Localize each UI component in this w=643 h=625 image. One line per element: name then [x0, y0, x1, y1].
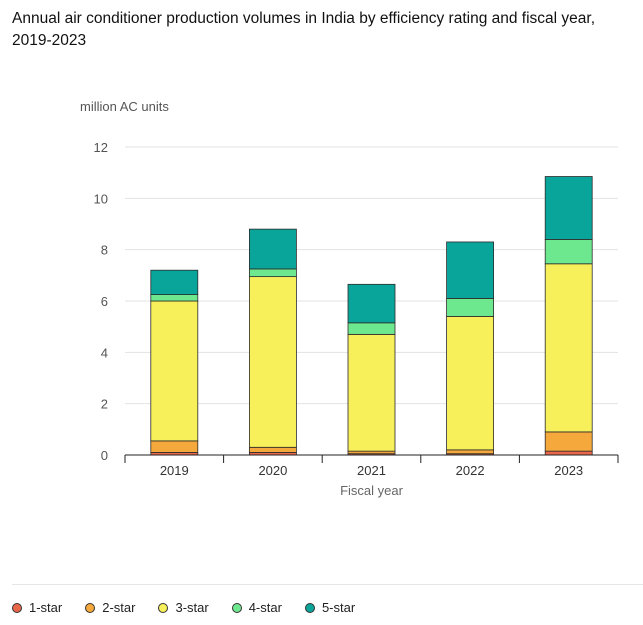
bar-2022-5-star: [446, 241, 495, 299]
bar-2020-3-star: [248, 276, 297, 448]
legend-swatch-4-star: [231, 602, 242, 613]
bar-2019-5-star: [150, 269, 199, 295]
y-tick-label-10: 10: [94, 191, 108, 206]
legend-swatch-3-star: [158, 602, 169, 613]
bar-2019-3-star: [150, 300, 199, 442]
legend-label-5-star: 5-star: [321, 600, 356, 615]
bar-2021-3-star: [347, 333, 396, 452]
x-tick-label-2019: 2019: [160, 463, 189, 478]
bar-2021-4-star: [347, 322, 396, 335]
bar-2023-2-star: [544, 431, 593, 452]
bar-2023-1-star: [544, 450, 593, 456]
legend-label-2-star: 2-star: [102, 600, 136, 615]
legend-swatch-2-star: [85, 602, 96, 613]
legend-label-3-star: 3-star: [175, 600, 209, 615]
bar-2022-4-star: [446, 298, 495, 317]
legend-item-3-star[interactable]: 3-star: [158, 600, 209, 615]
bar-2023-4-star: [544, 238, 593, 265]
legend-divider: [12, 584, 643, 585]
legend-item-2-star[interactable]: 2-star: [85, 600, 135, 615]
x-tick-label-2021: 2021: [357, 463, 386, 478]
legend-item-1-star[interactable]: 1-star: [12, 600, 62, 615]
legend-item-4-star[interactable]: 4-star: [231, 600, 282, 615]
y-tick-label-4: 4: [101, 345, 108, 360]
y-tick-label-12: 12: [94, 140, 108, 155]
bar-2023-3-star: [544, 263, 593, 433]
legend-item-5-star[interactable]: 5-star: [304, 600, 356, 615]
x-tick-label-2020: 2020: [258, 463, 287, 478]
bar-2022-2-star: [446, 449, 495, 455]
bar-2020-2-star: [248, 446, 297, 453]
legend-swatch-1-star: [12, 602, 22, 613]
bar-2020-4-star: [248, 268, 297, 278]
bar-2022-3-star: [446, 315, 495, 451]
bar-2021-5-star: [347, 283, 396, 324]
x-tick-label-2022: 2022: [456, 463, 485, 478]
bar-2019-2-star: [150, 440, 199, 453]
legend-swatch-5-star: [304, 602, 315, 613]
x-axis-label: Fiscal year: [340, 483, 404, 498]
bar-2019-4-star: [150, 294, 199, 302]
y-tick-label-0: 0: [101, 448, 108, 463]
legend: 1-star 2-star 3-star 4-star 5-star: [12, 600, 378, 615]
y-tick-label-6: 6: [101, 294, 108, 309]
chart-plot: 0 2 4 6 8 10 12 2019 2020 2021 2022 2023 Fiscal year: [94, 140, 619, 498]
y-tick-label-2: 2: [101, 397, 108, 412]
bar-2023-5-star: [544, 176, 593, 240]
chart-title: Annual air conditioner production volume…: [12, 10, 596, 49]
legend-label-4-star: 4-star: [248, 600, 282, 615]
legend-label-1-star: 1-star: [29, 600, 63, 615]
bar-2020-5-star: [248, 228, 297, 270]
y-axis-label: million AC units: [80, 99, 169, 114]
y-tick-label-8: 8: [101, 243, 108, 258]
x-tick-label-2023: 2023: [554, 463, 583, 478]
